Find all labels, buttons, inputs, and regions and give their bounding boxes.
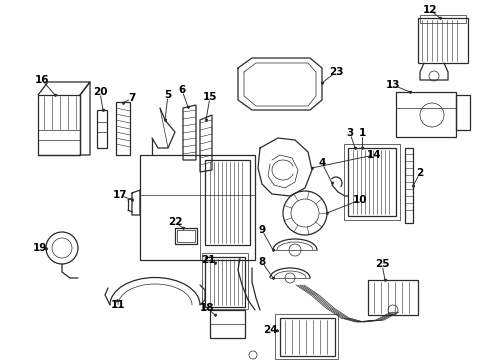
Text: 14: 14 xyxy=(366,150,381,160)
Bar xyxy=(209,310,244,338)
Bar xyxy=(347,148,395,216)
Bar xyxy=(455,95,469,130)
Bar xyxy=(140,155,254,260)
Text: 22: 22 xyxy=(167,217,182,227)
Text: 17: 17 xyxy=(112,190,127,200)
Text: 3: 3 xyxy=(346,128,353,138)
Text: 5: 5 xyxy=(164,90,171,100)
Text: 8: 8 xyxy=(258,257,265,267)
Text: 10: 10 xyxy=(352,195,366,205)
Text: 4: 4 xyxy=(318,158,325,168)
Text: 12: 12 xyxy=(422,5,436,15)
Bar xyxy=(97,110,107,148)
Bar xyxy=(280,318,334,356)
Text: 20: 20 xyxy=(93,87,107,97)
Bar xyxy=(395,92,455,137)
Text: 15: 15 xyxy=(203,92,217,102)
Text: 9: 9 xyxy=(258,225,265,235)
Bar xyxy=(419,15,465,23)
Text: 16: 16 xyxy=(35,75,49,85)
Text: 2: 2 xyxy=(415,168,423,178)
Text: 18: 18 xyxy=(199,303,214,313)
Text: 24: 24 xyxy=(262,325,277,335)
Bar xyxy=(367,280,417,315)
Text: 11: 11 xyxy=(110,300,125,310)
Bar xyxy=(38,95,80,155)
Bar xyxy=(175,228,197,244)
Text: 13: 13 xyxy=(385,80,400,90)
Text: 25: 25 xyxy=(374,259,388,269)
Bar xyxy=(274,314,337,359)
Text: 21: 21 xyxy=(201,255,215,265)
Text: 1: 1 xyxy=(358,128,365,138)
Bar xyxy=(204,160,249,245)
Bar xyxy=(343,144,399,220)
Bar xyxy=(177,230,195,242)
Bar xyxy=(202,253,247,309)
Bar xyxy=(404,148,412,223)
Text: 6: 6 xyxy=(178,85,185,95)
Text: 7: 7 xyxy=(128,93,135,103)
Text: 23: 23 xyxy=(328,67,343,77)
Text: 19: 19 xyxy=(33,243,47,253)
Bar xyxy=(417,18,467,63)
Bar xyxy=(204,257,244,307)
